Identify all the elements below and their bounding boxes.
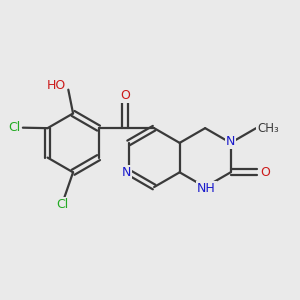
Text: Cl: Cl bbox=[56, 198, 68, 211]
Text: HO: HO bbox=[46, 79, 66, 92]
Text: Cl: Cl bbox=[8, 121, 20, 134]
Text: O: O bbox=[260, 166, 270, 179]
Text: NH: NH bbox=[197, 182, 216, 195]
Text: N: N bbox=[226, 135, 235, 148]
Text: O: O bbox=[120, 89, 130, 102]
Text: CH₃: CH₃ bbox=[257, 122, 279, 135]
Text: N: N bbox=[122, 166, 131, 179]
